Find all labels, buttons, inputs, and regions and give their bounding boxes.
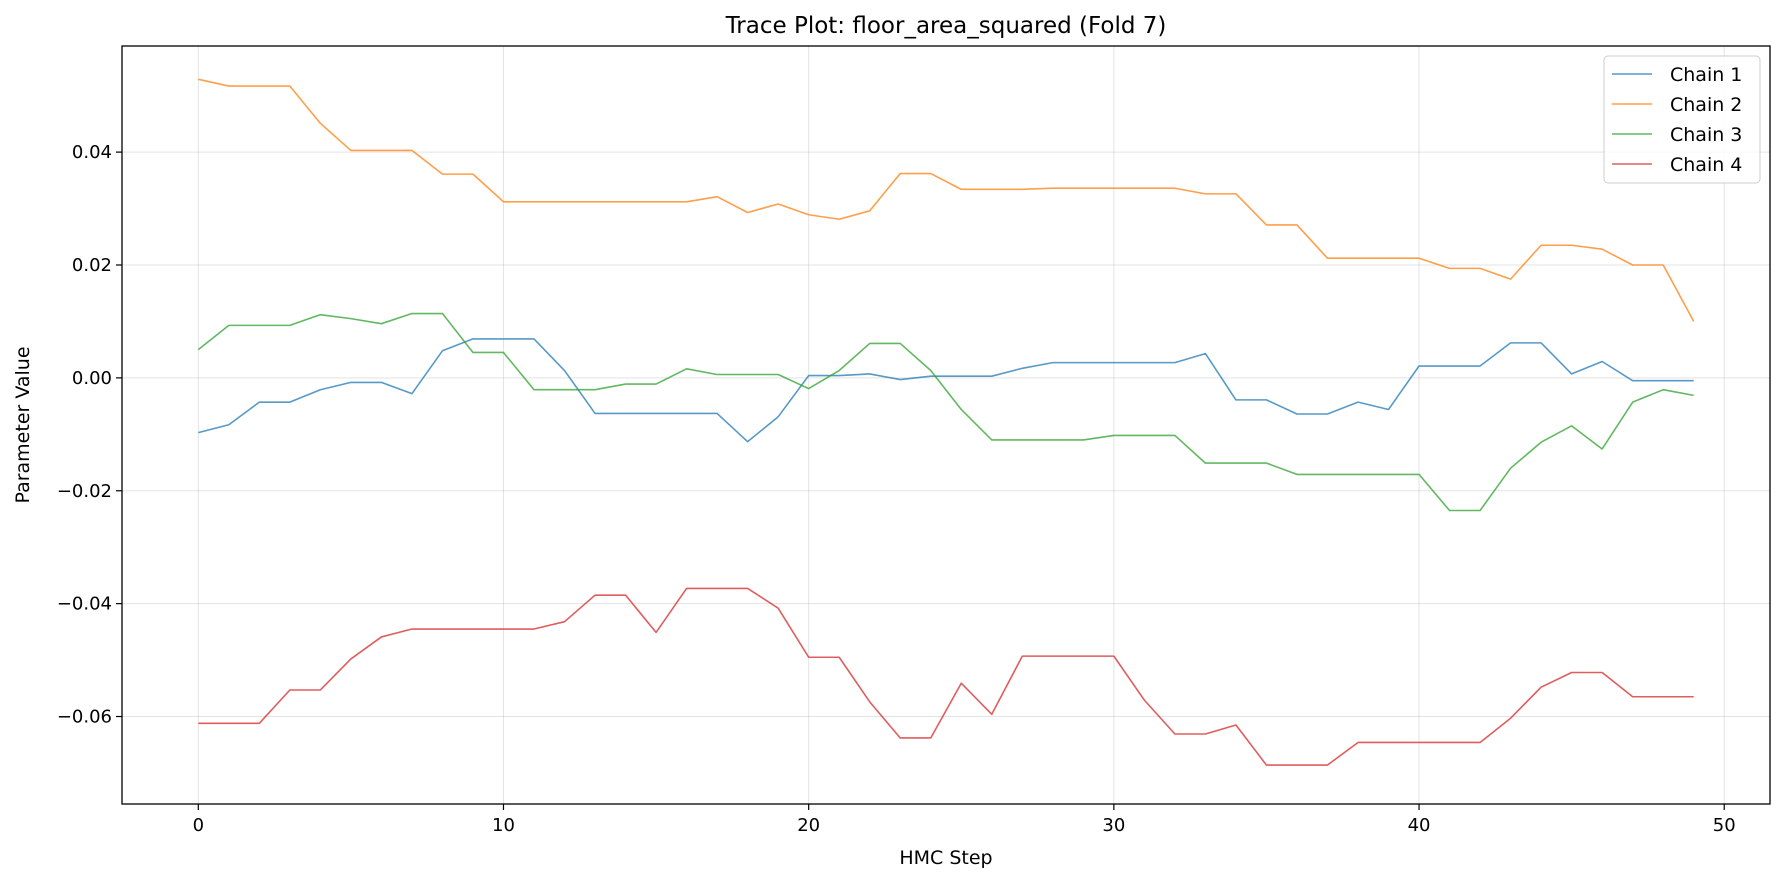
- x-tick-label: 40: [1408, 815, 1431, 836]
- legend-label-chain-3: Chain 3: [1670, 124, 1742, 146]
- y-axis-label: Parameter Value: [12, 346, 34, 503]
- y-tick-label: 0.04: [72, 142, 112, 163]
- y-tick-label: 0.02: [72, 255, 112, 276]
- y-tick-label: −0.02: [57, 481, 112, 502]
- x-tick-label: 50: [1713, 815, 1736, 836]
- y-tick-label: −0.04: [57, 594, 112, 615]
- x-tick-label: 30: [1102, 815, 1125, 836]
- series-line-chain-4: [198, 587, 1694, 766]
- chart-title: Trace Plot: floor_area_squared (Fold 7): [725, 13, 1167, 39]
- y-tick-label: −0.06: [57, 707, 112, 728]
- x-axis-ticks: 0 10 20 30 40 50: [193, 804, 1736, 836]
- plot-frame: [121, 45, 1771, 805]
- legend: Chain 1 Chain 2 Chain 3 Chain 4: [1603, 55, 1761, 184]
- series-line-chain-1: [198, 338, 1694, 443]
- x-tick-label: 20: [797, 815, 820, 836]
- y-axis-ticks: −0.06 −0.04 −0.02 0.00 0.02 0.04: [57, 142, 122, 728]
- series-line-chain-2: [198, 78, 1695, 322]
- legend-items: Chain 1 Chain 2 Chain 3 Chain 4: [1612, 64, 1742, 176]
- legend-box: [1603, 55, 1761, 184]
- series-lines: [197, 78, 1695, 766]
- x-axis-label: HMC Step: [899, 847, 992, 869]
- legend-label-chain-2: Chain 2: [1670, 94, 1742, 116]
- series-line-chain-3: [197, 312, 1694, 512]
- legend-label-chain-4: Chain 4: [1670, 154, 1742, 176]
- legend-label-chain-1: Chain 1: [1670, 64, 1742, 86]
- x-tick-label: 10: [492, 815, 515, 836]
- y-tick-label: 0.00: [72, 368, 112, 389]
- x-tick-label: 0: [193, 815, 204, 836]
